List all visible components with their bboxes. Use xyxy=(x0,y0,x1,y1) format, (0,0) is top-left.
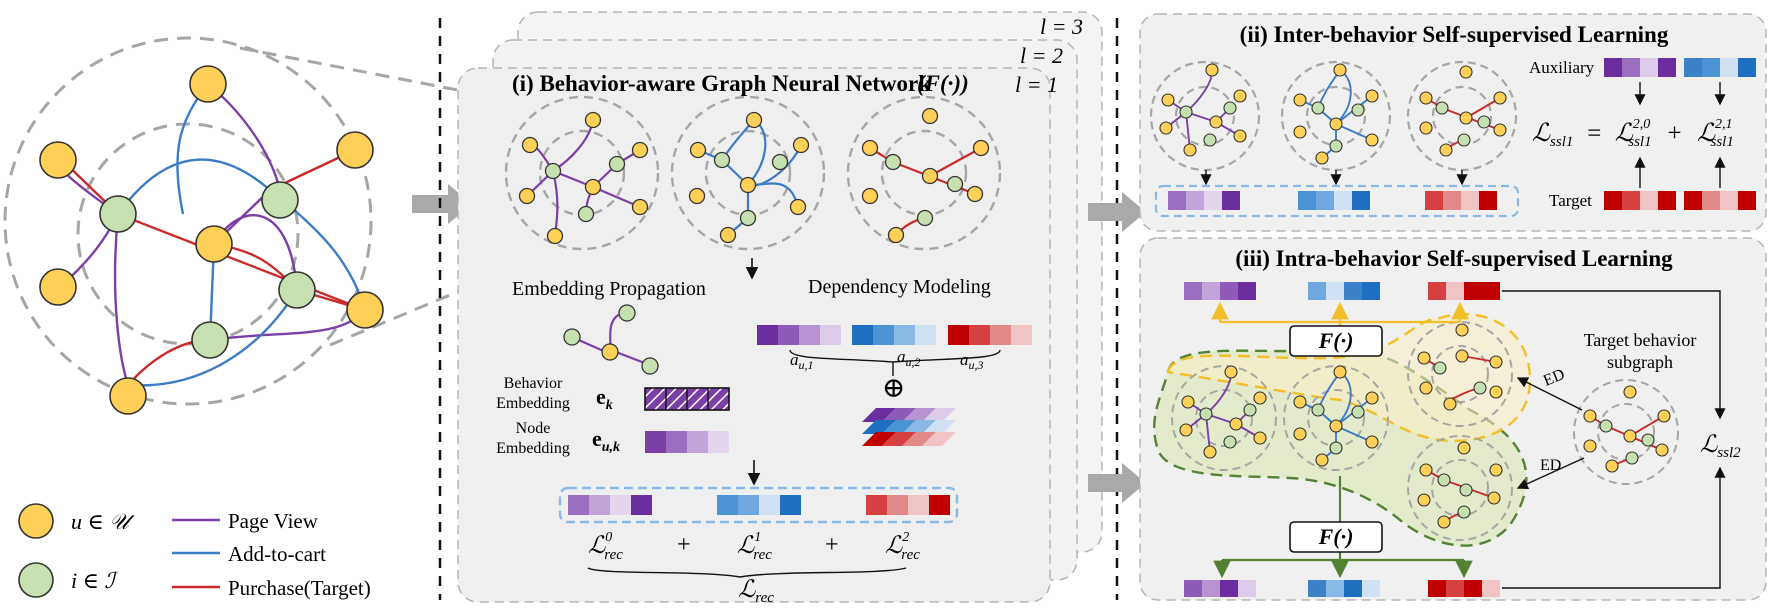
node-embedding-label-1: Node xyxy=(516,420,551,437)
behavior-subgraph-purchase xyxy=(846,95,1002,251)
layer-label-1: l = 1 xyxy=(1015,72,1058,97)
weight-a-u1: au,1 xyxy=(790,350,814,372)
target-vectors xyxy=(1604,191,1756,210)
loss-rec-1: ℒ1 rec xyxy=(737,530,772,563)
legend-add-to-cart: Add-to-cart xyxy=(228,542,326,566)
fused-vectors xyxy=(862,408,956,446)
oplus-symbol: ⊕ xyxy=(882,373,905,404)
inter-subgraph-page-view xyxy=(1149,60,1261,172)
dependency-vectors xyxy=(757,325,1032,345)
arrow-to-inter xyxy=(1088,192,1146,232)
panel-intra-behavior: (iii) Intra-behavior Self-supervised Lea… xyxy=(1139,237,1767,601)
intra-target-subgraph-top xyxy=(1407,321,1513,427)
legend: u ∈ 𝒰 i ∈ ℐ Page View Add-to-cart Purcha… xyxy=(18,503,371,600)
arrow-to-intra xyxy=(1088,463,1146,503)
loss-rec-total: ℒrec xyxy=(738,577,774,606)
embedding-propagation-label: Embedding Propagation xyxy=(512,278,706,300)
panel-intra-title: (iii) Intra-behavior Self-supervised Lea… xyxy=(1235,246,1673,271)
target-behavior-blob xyxy=(1166,313,1532,443)
panel-inter-title: (ii) Inter-behavior Self-supervised Lear… xyxy=(1240,22,1669,47)
legend-user-icon xyxy=(18,503,54,539)
inter-subgraph-add-to-cart xyxy=(1280,60,1392,172)
target-label: Target xyxy=(1549,191,1592,210)
fx-label-top: F(·) xyxy=(1318,328,1354,353)
e-uk-symbol: eu,k xyxy=(592,426,620,455)
intra-subgraph-page-view xyxy=(1171,365,1277,471)
weight-a-u3: au,3 xyxy=(960,350,984,372)
fx-box-top xyxy=(1289,325,1383,357)
panel-gnn: l = 3 l = 2 l = 1 (i) Behavior-aware Gra… xyxy=(457,11,1103,606)
ed-label-bottom: ED xyxy=(1540,457,1561,474)
intra-target-subgraph-bottom xyxy=(1407,435,1513,541)
dependency-modeling-label: Dependency Modeling xyxy=(808,276,991,298)
arrow-to-gnn xyxy=(412,184,472,224)
behavior-embedding-vector xyxy=(644,387,730,411)
inter-subgraph-purchase xyxy=(1406,60,1518,172)
interaction-graph xyxy=(3,36,469,415)
auxiliary-label: Auxiliary xyxy=(1529,58,1595,77)
behavior-subgraph-add-to-cart xyxy=(670,95,826,251)
layer-label-3: l = 3 xyxy=(1040,14,1083,39)
output-embedding-vectors xyxy=(568,495,950,515)
layer-label-2: l = 2 xyxy=(1020,43,1063,68)
plus-1: + xyxy=(677,532,691,558)
node-embedding-vector xyxy=(645,431,729,453)
e-k-symbol: ek xyxy=(596,384,613,413)
loss-rec-0: ℒ0 rec xyxy=(588,530,623,563)
panel-inter-behavior: (ii) Inter-behavior Self-supervised Lear… xyxy=(1139,13,1767,232)
legend-user-label: u ∈ 𝒰 xyxy=(71,509,135,534)
plus-2: + xyxy=(825,532,839,558)
item-nodes xyxy=(99,181,316,359)
user-nodes xyxy=(39,65,384,415)
legend-item-icon xyxy=(18,562,54,598)
propagation-mini-graph xyxy=(563,304,659,375)
weight-a-u2: au,2 xyxy=(897,347,921,369)
loss-ssl2: ℒssl2 xyxy=(1700,432,1741,461)
fx-label-bottom: F(·) xyxy=(1318,524,1354,549)
target-subgraph-label-2: subgraph xyxy=(1607,352,1673,372)
panel-gnn-func: (F(·)) xyxy=(917,71,969,96)
auxiliary-vectors xyxy=(1604,58,1756,77)
loss-rec-2: ℒ2 rec xyxy=(885,530,920,563)
ed-label-top: ED xyxy=(1541,366,1567,390)
intra-top-vectors xyxy=(1184,282,1500,300)
intra-bottom-vectors xyxy=(1184,580,1500,597)
panel-gnn-title: (i) Behavior-aware Graph Neural Network xyxy=(512,71,931,96)
legend-purchase: Purchase(Target) xyxy=(228,576,371,600)
ssl1-equation: ℒssl1 = ℒ2,0 ssl1 + ℒ2,1 ssl1 xyxy=(1532,117,1734,152)
intra-subgraph-add-to-cart xyxy=(1283,365,1389,471)
legend-page-view: Page View xyxy=(228,509,319,533)
legend-item-label: i ∈ ℐ xyxy=(71,568,118,593)
behavior-subgraph-page-view xyxy=(504,95,660,251)
target-behavior-subgraph xyxy=(1573,379,1679,485)
inter-output-vectors xyxy=(1168,191,1497,210)
fx-box-bottom xyxy=(1289,521,1383,553)
behavior-embedding-label-1: Behavior xyxy=(504,375,563,392)
node-embedding-label-2: Embedding xyxy=(496,440,570,457)
behavior-embedding-label-2: Embedding xyxy=(496,395,570,412)
target-subgraph-label-1: Target behavior xyxy=(1584,330,1697,350)
